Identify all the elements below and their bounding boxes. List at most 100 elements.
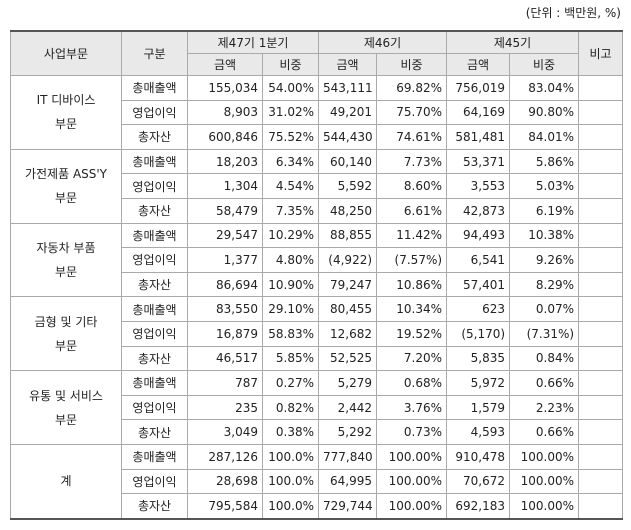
segment-cell: 가전제품 ASS'Y 부문	[10, 148, 122, 224]
table-row: 영업이익 1,304 4.54% 5,592 8.60% 3,553 5.03%	[11, 173, 624, 199]
value-cell: 10.34%	[376, 296, 448, 322]
value-cell: 0.68%	[376, 370, 448, 396]
value-cell: 100.00%	[376, 493, 448, 520]
value-cell: 8.60%	[376, 173, 448, 199]
value-cell: 5,292	[318, 419, 378, 445]
segment-cell: 계	[10, 443, 122, 520]
remark-cell	[578, 345, 624, 372]
unit-note: (단위 : 백만원, %)	[525, 6, 621, 20]
value-cell: 1,579	[446, 394, 511, 421]
value-cell: 29,547	[187, 222, 263, 249]
remark-cell	[578, 99, 624, 126]
header-cell: 비고	[578, 30, 624, 76]
remark-cell	[578, 247, 624, 273]
header-cell: 금액	[446, 53, 511, 76]
table-row: 영업이익 1,377 4.80% (4,922) (7.57%) 6,541 9.26%	[11, 247, 624, 273]
value-cell: 8.29%	[509, 271, 580, 298]
value-cell: 5,835	[446, 345, 511, 372]
segment-line: IT 디바이스	[36, 93, 96, 108]
value-cell: 100.00%	[376, 443, 448, 470]
table-row: 총자산 600,846 75.52% 544,430 74.61% 581,481 84.0…	[11, 124, 624, 150]
value-cell: 86,694	[187, 271, 263, 298]
segment-line: 부문	[54, 264, 78, 279]
value-cell: 543,111	[318, 75, 378, 101]
value-cell: 4,593	[446, 419, 511, 445]
table-row: 가전제품 ASS'Y 부문 총매출액 18,203 6.34% 60,140 7.73% 53…	[10, 148, 624, 224]
table-row: 영업이익 235 0.82% 2,442 3.76% 1,579 2.23%	[11, 394, 624, 421]
item-cell: 총자산	[121, 345, 188, 372]
value-cell: 16,879	[187, 320, 263, 347]
value-cell: 100.0%	[261, 468, 320, 495]
segment-line: 유통 및 서비스	[29, 388, 103, 403]
value-cell: 0.38%	[261, 419, 320, 445]
table-row: 영업이익 8,903 31.02% 49,201 75.70% 64,169 90.80%	[11, 99, 624, 126]
value-cell: 100.0%	[261, 493, 320, 520]
value-cell: 787	[187, 370, 263, 396]
table-row: 계 총매출액 287,126 100.0% 777,840 100.00% 910,478 1…	[10, 443, 624, 520]
value-cell: 75.70%	[376, 99, 448, 126]
remark-cell	[578, 222, 624, 249]
value-cell: 5,279	[318, 370, 378, 396]
header-cell: 금액	[187, 53, 263, 76]
item-cell: 총매출액	[121, 370, 188, 396]
segment-line: 부문	[54, 117, 78, 132]
header-cell: 구분	[121, 30, 188, 76]
remark-cell	[578, 443, 624, 470]
header-cell: 사업부문	[10, 30, 122, 76]
value-cell: 155,034	[187, 75, 263, 101]
value-cell: 94,493	[446, 222, 511, 249]
value-cell: 57,401	[446, 271, 511, 298]
value-cell: 6.61%	[376, 197, 448, 224]
header-cell: 제45기	[446, 30, 580, 54]
value-cell: 7.73%	[376, 148, 448, 175]
value-cell: 6.34%	[261, 148, 320, 175]
value-cell: 19.52%	[376, 320, 448, 347]
item-cell: 총매출액	[121, 443, 188, 470]
header-cell: 제47기 1분기	[186, 30, 320, 54]
value-cell: 3.76%	[376, 394, 448, 421]
value-cell: 29.10%	[261, 296, 320, 322]
value-cell: 69.82%	[376, 75, 448, 101]
item-cell: 영업이익	[121, 99, 188, 126]
table-row: 총자산 58,479 7.35% 48,250 6.61% 42,873 6.19%	[11, 197, 624, 224]
value-cell: 10.29%	[261, 222, 320, 249]
value-cell: 75.52%	[261, 124, 320, 150]
value-cell: 6,541	[446, 247, 511, 273]
header-cell: 금액	[318, 53, 378, 76]
segment-cell: 금형 및 기타 부문	[10, 296, 122, 372]
value-cell: 2.23%	[509, 394, 580, 421]
value-cell: 48,250	[318, 197, 378, 224]
item-cell: 총자산	[121, 197, 188, 224]
value-cell: 100.00%	[376, 468, 448, 495]
table-row: 유통 및 서비스 부문 총매출액 787 0.27% 5,279 0.68% 5,972 0.6…	[10, 370, 624, 445]
value-cell: 600,846	[187, 124, 263, 150]
value-cell: 58.83%	[261, 320, 320, 347]
value-cell: 28,698	[187, 468, 263, 495]
item-cell: 총매출액	[121, 222, 188, 249]
item-cell: 총자산	[121, 124, 188, 150]
remark-cell	[578, 394, 624, 421]
value-cell: 7.35%	[261, 197, 320, 224]
item-cell: 영업이익	[121, 394, 188, 421]
item-cell: 영업이익	[121, 320, 188, 347]
item-cell: 총매출액	[121, 75, 188, 101]
remark-cell	[578, 370, 624, 396]
value-cell: 287,126	[187, 443, 263, 470]
value-cell: 544,430	[318, 124, 378, 150]
value-cell: 0.73%	[376, 419, 448, 445]
table-row: 영업이익 28,698 100.0% 64,995 100.00% 70,672 100.0…	[11, 468, 624, 495]
table-row: 영업이익 16,879 58.83% 12,682 19.52% (5,170) (7.31…	[11, 320, 624, 347]
value-cell: 58,479	[187, 197, 263, 224]
value-cell: 64,169	[446, 99, 511, 126]
header-cell: 비중	[509, 53, 580, 76]
value-cell: 5.85%	[261, 345, 320, 372]
segment-line: 부문	[54, 412, 78, 427]
value-cell: 4.80%	[261, 247, 320, 273]
value-cell: 10.90%	[261, 271, 320, 298]
table-row: IT 디바이스 부문 총매출액 155,034 54.00% 543,111 69.82% 7…	[10, 75, 624, 150]
remark-cell	[578, 296, 624, 322]
value-cell: 2,442	[318, 394, 378, 421]
table-row: 총자산 46,517 5.85% 52,525 7.20% 5,835 0.84%	[11, 345, 624, 372]
